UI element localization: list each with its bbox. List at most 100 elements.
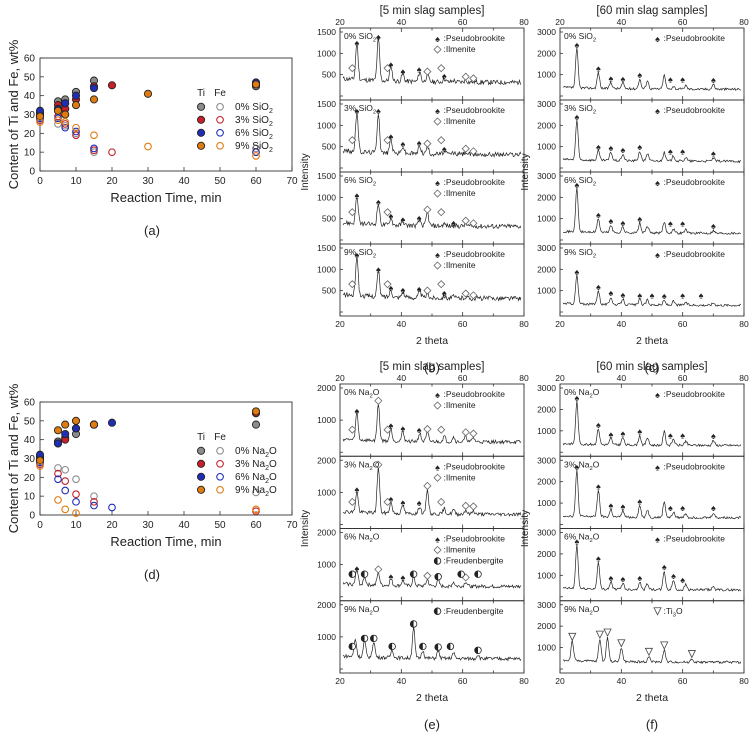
bottom-tick-label: 80 (739, 319, 749, 329)
x-tick-label: 40 (178, 176, 190, 187)
diffraction-trace (562, 274, 741, 308)
ti-point (71, 101, 81, 110)
ilmenite-marker (461, 501, 470, 510)
ti-point (61, 420, 70, 429)
bottom-tick-label: 80 (519, 319, 529, 329)
y-tick-label: 1000 (317, 415, 336, 425)
pseudobrookite-marker: ♠ (354, 406, 359, 416)
y-tick-label: 2000 (537, 48, 556, 58)
pseudobrookite-marker: ♠ (417, 213, 422, 223)
ti-point (107, 418, 117, 427)
sample-label: 9% SiO2 (564, 247, 596, 260)
ilmenite-marker (433, 117, 442, 126)
pseudobrookite-marker: ♠ (574, 40, 579, 50)
pseudobrookite-marker: ♠ (680, 290, 685, 300)
ilmenite-marker (423, 571, 432, 580)
y-tick-label: 3000 (537, 243, 556, 253)
top-tick-label: 20 (555, 17, 565, 27)
freudenbergite-fill (434, 643, 439, 651)
ilmenite-marker (423, 67, 432, 76)
panel-title: [5 min slag samples] (380, 5, 485, 17)
x-tick-label: 60 (250, 520, 262, 531)
pseudobrookite-marker: ♠ (637, 290, 642, 300)
freudenbergite-fill (370, 635, 374, 642)
pseudobrookite-marker: ♠ (711, 75, 716, 85)
ilmenite-marker (433, 45, 442, 54)
ti3o5-marker (653, 607, 662, 616)
legend-entry: 0% SiO2 (235, 102, 273, 115)
fe-point (54, 120, 62, 128)
sample-label: 3% SiO2 (564, 103, 596, 116)
ilmenite-marker (469, 429, 478, 438)
y-tick-label: 1000 (537, 214, 556, 224)
pseudobrookite-marker: ♠ (668, 146, 673, 156)
legend-ti-marker (197, 472, 206, 481)
ti-point (251, 407, 261, 416)
xrd-panel-c: [60 min slag samples] 20 20 40 40 60 60 80 80 2 t… (520, 5, 749, 375)
y-tick-label: 20 (24, 473, 36, 484)
y-tick-label: 500 (322, 142, 336, 152)
pseudobrookite-marker: ♠ (354, 563, 359, 573)
pseudobrookite-marker: ♠ (451, 218, 456, 228)
ti-point (35, 112, 45, 121)
pseudobrookite-marker: ♠ (680, 503, 685, 513)
ti3o5-marker (660, 641, 669, 650)
ti-point (61, 110, 70, 119)
legend-fe-marker (216, 141, 224, 150)
fe-point (54, 464, 62, 472)
pseudobrookite-marker: ♠ (668, 218, 673, 228)
pseudobrookite-marker: ♠ (400, 139, 405, 149)
sample-label: 0% SiO2 (344, 31, 376, 44)
ti-point (89, 84, 99, 93)
bottom-tick-label: 60 (678, 319, 688, 329)
diffraction-trace (343, 626, 522, 662)
xrd-subplot: 1000 2000 ♠ ♠ ♠ ♠ 0% Na2O ♠:Pseudobrookite:Ilme… (317, 383, 525, 457)
ti-point (53, 106, 63, 115)
pseudobrookite-marker: ♠ (637, 214, 642, 224)
fe-point (61, 123, 70, 132)
y-tick-label: 3000 (537, 171, 556, 181)
y-tick-label: 2000 (537, 192, 556, 202)
fe-point (72, 490, 80, 499)
y-tick-label: 1000 (317, 632, 336, 642)
legend-fe-marker (216, 459, 224, 468)
top-tick-label: 20 (335, 17, 345, 27)
fe-point (61, 486, 70, 495)
fe-point (36, 462, 44, 470)
y-tick-label: 3000 (537, 383, 556, 393)
pseudobrookite-marker: ♠ (637, 426, 642, 436)
ilmenite-marker (383, 136, 392, 145)
ilmenite-marker (461, 428, 470, 437)
ti-point (143, 89, 153, 98)
pseudobrookite-marker: ♠ (596, 64, 601, 74)
xrd-panel-f: [60 min slag samples] 20 20 40 40 60 60 80 80 2 t… (520, 361, 749, 732)
diffraction-trace (562, 637, 742, 665)
fe-point (108, 503, 116, 512)
fe-point (90, 131, 98, 140)
pseudobrookite-marker: ♠ (620, 218, 625, 228)
top-tick-label: 40 (617, 373, 627, 383)
pseudobrookite-marker: ♠ (417, 65, 422, 75)
diffraction-trace (342, 112, 522, 158)
pseudobrookite-marker: ♠ (680, 74, 685, 84)
legend-label: :Pseudobrookite (664, 389, 726, 399)
pseudobrookite-marker: ♠ (650, 290, 655, 300)
bottom-tick-label: 20 (555, 676, 565, 686)
fe-point (36, 118, 44, 126)
freudenbergite-fill (457, 570, 462, 578)
y-tick-label: 1500 (317, 27, 336, 37)
legend-fe-marker (216, 115, 224, 124)
y-tick-label: 2000 (537, 621, 556, 631)
y-tick-label: 10 (24, 148, 36, 159)
y-tick-label: 1000 (317, 560, 336, 570)
legend-label: :Ilmenite (444, 400, 476, 410)
ilmenite-marker (348, 280, 357, 289)
pseudobrookite-marker: ♠ (389, 59, 394, 69)
ilmenite-marker (423, 205, 432, 214)
pseudobrookite-marker: ♠ (637, 70, 642, 80)
fe-point (108, 148, 116, 157)
ilmenite-marker (461, 289, 470, 298)
pseudobrookite-marker: ♠ (655, 34, 660, 44)
diffraction-trace (342, 568, 522, 589)
